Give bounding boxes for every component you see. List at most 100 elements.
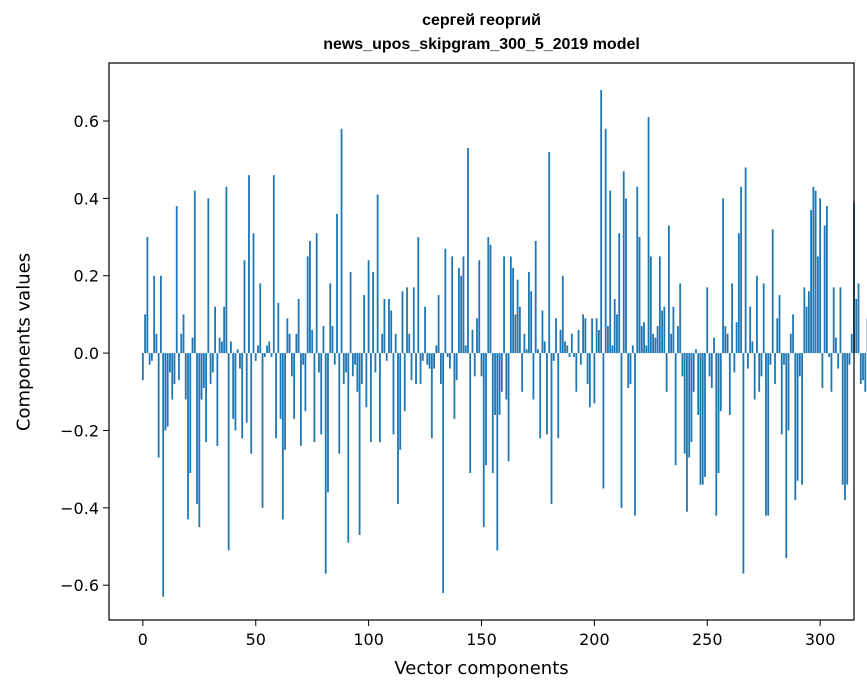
bar-43	[239, 353, 241, 369]
bar-97	[360, 353, 363, 385]
bar-131	[437, 295, 440, 354]
bar-116	[403, 353, 406, 412]
bar-130	[435, 345, 438, 354]
bar-234	[670, 333, 673, 354]
x-tick-label: 50	[246, 630, 266, 649]
bar-226	[652, 333, 654, 354]
bar-178	[543, 341, 546, 354]
bar-223	[645, 345, 648, 354]
bar-136	[448, 353, 451, 369]
bar-85	[333, 353, 336, 365]
bar-304	[828, 353, 831, 357]
bar-242	[688, 353, 691, 458]
bar-150	[480, 353, 483, 377]
bar-300	[819, 198, 822, 354]
bar-289	[794, 353, 797, 501]
bar-132	[439, 353, 442, 385]
bar-47	[248, 175, 250, 354]
x-tick-label: 300	[805, 630, 836, 649]
bar-28	[205, 353, 207, 443]
bar-175	[537, 349, 539, 354]
bar-69	[297, 298, 300, 354]
bar-59	[275, 353, 277, 439]
bar-42	[236, 349, 239, 354]
bar-65	[288, 333, 291, 354]
bar-3	[148, 353, 151, 365]
bar-272	[756, 275, 758, 354]
bar-280	[774, 353, 776, 385]
bar-170	[525, 349, 528, 354]
bar-128	[430, 353, 433, 439]
bar-27	[202, 353, 205, 388]
bar-147	[473, 353, 476, 377]
bar-41	[234, 353, 237, 431]
bar-165	[514, 314, 517, 354]
bar-94	[354, 353, 356, 365]
bar-2	[146, 237, 149, 354]
bar-124	[421, 353, 424, 361]
bar-244	[692, 353, 695, 392]
bar-288	[792, 314, 794, 354]
bar-232	[665, 353, 668, 392]
bar-282	[778, 295, 781, 354]
bar-series	[141, 90, 867, 597]
bar-316	[855, 298, 858, 354]
bar-239	[681, 353, 684, 377]
bar-19	[184, 353, 187, 400]
bar-129	[433, 353, 435, 369]
bar-113	[397, 353, 399, 504]
bar-154	[489, 244, 492, 354]
bar-201	[595, 318, 598, 354]
bar-184	[557, 353, 560, 439]
bar-222	[643, 322, 645, 354]
bar-111	[392, 353, 395, 435]
bar-119	[410, 353, 413, 381]
bar-38	[227, 353, 230, 551]
bar-249	[704, 353, 706, 477]
bar-75	[311, 329, 314, 354]
bar-48	[250, 353, 253, 454]
y-axis-ticks: −0.6 −0.4 −0.2 0.0 0.2 0.4 0.6	[60, 112, 109, 595]
bar-305	[830, 353, 833, 392]
y-axis-label: Components values	[13, 252, 35, 432]
bar-18	[182, 314, 185, 354]
bar-98	[363, 295, 366, 354]
bar-145	[469, 353, 472, 474]
bar-265	[740, 186, 743, 354]
bar-101	[369, 353, 372, 443]
bar-241	[686, 353, 688, 512]
bar-77	[315, 233, 318, 354]
y-tick-label: 0.4	[74, 189, 99, 208]
bar-252	[710, 353, 713, 388]
bar-284	[783, 353, 785, 365]
bar-210	[616, 314, 618, 354]
y-tick-label: −0.2	[60, 421, 99, 440]
bar-44	[241, 353, 244, 439]
bar-180	[548, 151, 551, 354]
bar-39	[230, 341, 232, 354]
x-tick-label: 0	[138, 630, 148, 649]
bar-215	[627, 353, 630, 388]
bar-11	[166, 353, 169, 427]
bar-318	[859, 353, 862, 385]
bar-54	[263, 353, 266, 357]
bar-140	[458, 268, 460, 354]
bar-109	[388, 298, 390, 354]
bar-274	[760, 353, 763, 377]
bar-177	[541, 310, 544, 354]
bar-179	[546, 353, 548, 435]
bar-14	[173, 353, 176, 385]
bar-207	[609, 190, 612, 354]
bar-160	[503, 256, 505, 354]
bar-118	[408, 333, 411, 354]
bar-50	[254, 353, 257, 361]
bar-181	[550, 353, 553, 504]
bar-200	[593, 353, 596, 404]
bar-56	[268, 341, 271, 354]
bar-144	[467, 148, 469, 354]
bar-308	[837, 353, 840, 369]
bar-9	[162, 353, 165, 597]
bar-110	[390, 310, 393, 354]
bar-298	[814, 190, 817, 354]
bar-291	[798, 353, 801, 377]
